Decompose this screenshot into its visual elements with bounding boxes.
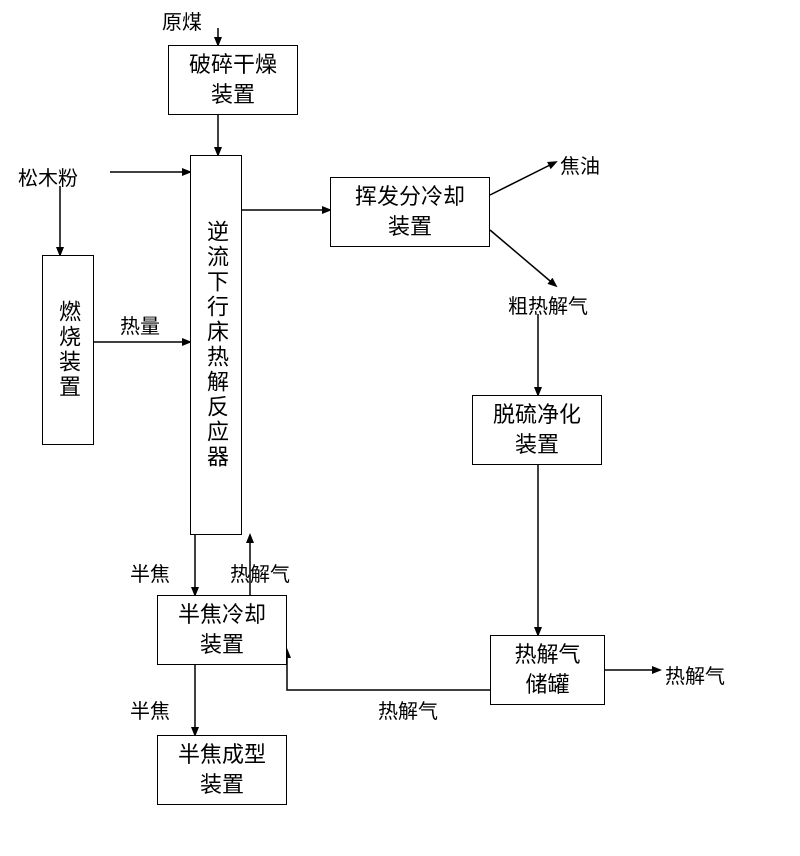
label-crude_gas: 粗热解气 (508, 290, 588, 319)
edge-tank-to-scool (287, 650, 490, 690)
label-heat: 热量 (120, 310, 160, 339)
edge-vol-to-crude (490, 230, 556, 286)
node-gas_tank: 热解气储罐 (490, 635, 605, 705)
label-pygas2: 热解气 (378, 695, 438, 724)
node-semiform: 半焦成型装置 (157, 735, 287, 805)
node-crush_dry: 破碎干燥装置 (168, 45, 298, 115)
node-reactor: 逆流下行床热解反应器 (190, 155, 242, 535)
label-pine: 松木粉 (18, 162, 78, 191)
label-semi2: 半焦 (130, 695, 170, 724)
node-vol_cool: 挥发分冷却装置 (330, 177, 490, 247)
arrow-layer (0, 0, 800, 856)
edge-vol-to-tar (490, 162, 556, 195)
flow-diagram: 破碎干燥装置燃烧装置逆流下行床热解反应器挥发分冷却装置脱硫净化装置半焦冷却装置热… (0, 0, 800, 856)
label-raw_coal: 原煤 (162, 6, 202, 35)
label-pygas_out: 热解气 (665, 660, 725, 689)
label-pygas1: 热解气 (230, 558, 290, 587)
node-combustion: 燃烧装置 (42, 255, 94, 445)
node-semicool: 半焦冷却装置 (157, 595, 287, 665)
node-desulfur: 脱硫净化装置 (472, 395, 602, 465)
label-tar: 焦油 (560, 150, 600, 179)
label-semi1: 半焦 (130, 558, 170, 587)
